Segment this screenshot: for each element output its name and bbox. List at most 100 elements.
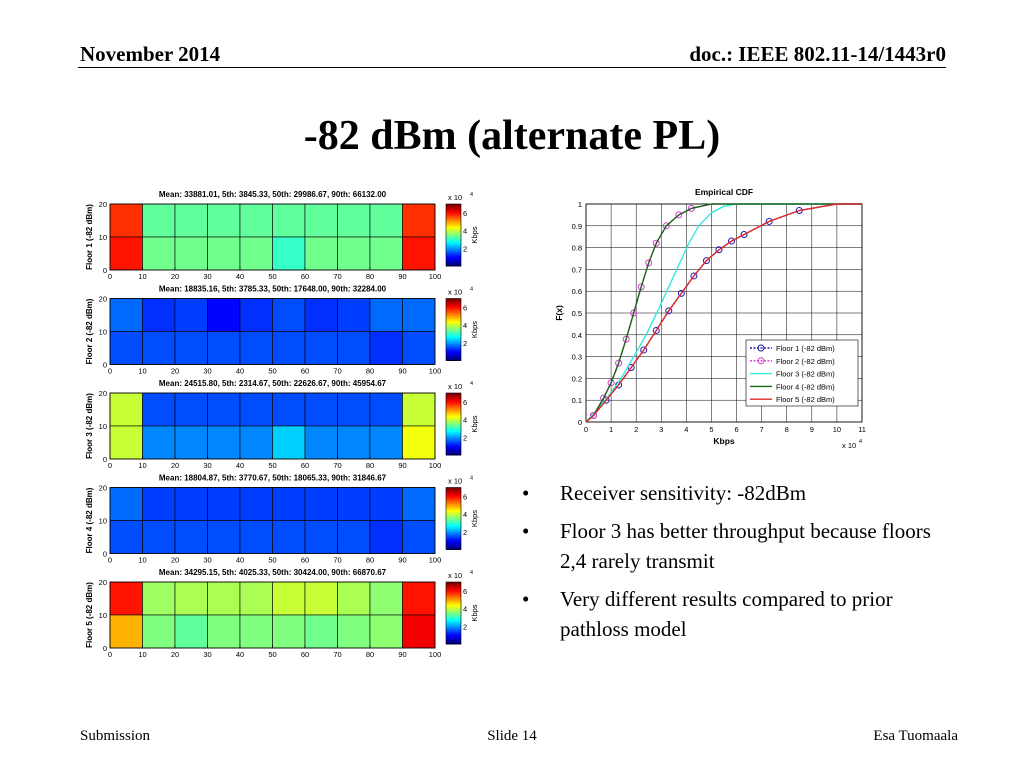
colorbar-band [446, 430, 461, 433]
x-tick-label: 40 [236, 461, 244, 470]
colorbar-band [446, 604, 461, 608]
x-tick-label: 30 [203, 650, 211, 659]
colorbar-band [446, 319, 461, 322]
colorbar-band [446, 243, 461, 246]
document-id: doc.: IEEE 802.11-14/1443r0 [689, 42, 946, 66]
colorbar-band [446, 302, 461, 306]
colorbar-band [446, 625, 461, 628]
footer-author: Esa Tuomaala [873, 728, 958, 744]
x-tick-label: 90 [398, 367, 406, 376]
colorbar-band [446, 530, 461, 534]
floor-heatmaps: Mean: 33881.01, 5th: 3845.33, 50th: 2998… [85, 190, 479, 659]
colorbar-band [446, 232, 461, 236]
colorbar-scale: x 10 [448, 571, 462, 580]
colorbar-band [446, 329, 461, 333]
bullet-dot-icon: • [522, 481, 530, 505]
colorbar-band [446, 543, 461, 546]
cdf-series-marker [662, 222, 670, 230]
cdf-xlabel: Kbps [713, 436, 735, 446]
x-tick-label: 7 [760, 425, 764, 434]
colorbar-band [446, 499, 461, 503]
colorbar-band [446, 257, 461, 261]
colorbar-tick-label: 4 [463, 416, 467, 425]
y-tick-label: 0 [103, 644, 107, 653]
colorbar-band [446, 356, 461, 359]
heatmap-cell [142, 614, 176, 649]
heatmap-cell [174, 203, 208, 238]
legend-label: Floor 4 (-82 dBm) [776, 382, 835, 391]
heatmap-cell [142, 487, 176, 521]
colorbar-band [446, 399, 461, 402]
colorbar-band [446, 346, 461, 349]
colorbar-band [446, 524, 461, 528]
heatmap-cell [369, 425, 403, 460]
heatmap-cell [369, 520, 403, 554]
heatmap-floor-3: Mean: 24515.80, 5th: 2314.67, 50th: 2262… [85, 379, 479, 470]
colorbar-band [446, 263, 461, 267]
colorbar-band [446, 487, 461, 491]
x-tick-label: 0 [108, 556, 112, 565]
cdf-ylabel: F(x) [554, 305, 564, 321]
heatmap-cell [239, 487, 273, 521]
colorbar-band [446, 440, 461, 444]
x-tick-label: 80 [366, 367, 374, 376]
header-rule [78, 67, 946, 68]
x-tick-label: 10 [138, 367, 146, 376]
heatmap-cell [272, 520, 306, 554]
colorbar-frame [445, 392, 462, 456]
heatmap-cell [174, 520, 208, 554]
colorbar-frame [445, 581, 462, 645]
colorbar-tick-label: 4 [463, 227, 467, 236]
y-tick-label: 20 [99, 484, 107, 493]
y-tick-label: 20 [99, 389, 107, 398]
colorbar-band [446, 495, 461, 499]
colorbar-band [446, 235, 461, 238]
colorbar-band [446, 535, 461, 538]
y-tick-label: 0 [103, 455, 107, 464]
colorbar-band [446, 251, 461, 255]
heatmap-cell [207, 203, 241, 238]
colorbar-band [446, 506, 461, 509]
y-tick-label: 0.2 [572, 374, 582, 383]
heatmap-cell [369, 487, 403, 521]
heatmap-cell [207, 520, 241, 554]
x-tick-label: 100 [429, 650, 442, 659]
heatmap-cell [304, 581, 338, 616]
colorbar-band [446, 629, 461, 633]
x-tick-label: 4 [684, 425, 688, 434]
heatmap-cell [142, 425, 176, 460]
bullet-dot-icon: • [522, 519, 530, 543]
heatmap-cell [207, 487, 241, 521]
x-tick-label: 50 [268, 272, 276, 281]
colorbar-band [446, 415, 461, 419]
x-tick-label: 50 [268, 461, 276, 470]
colorbar-band [446, 308, 461, 312]
heatmap-cell [207, 392, 241, 427]
colorbar-band [446, 327, 461, 330]
heatmap-cell [272, 236, 306, 271]
heatmap-cell [109, 203, 143, 238]
colorbar-band [446, 401, 461, 404]
heatmap-cell [402, 614, 436, 649]
heatmap-cell [109, 236, 143, 271]
y-tick-label: 20 [99, 200, 107, 209]
heatmap-cell [304, 487, 338, 521]
y-tick-label: 0 [103, 266, 107, 275]
cdf-series-line-5 [585, 203, 862, 423]
heatmap-floor-1: Mean: 33881.01, 5th: 3845.33, 50th: 2998… [85, 190, 479, 281]
colorbar-band [446, 395, 461, 398]
heatmap-cell [207, 425, 241, 460]
colorbar-band [446, 210, 461, 213]
colorbar-band [446, 226, 461, 230]
x-tick-label: 10 [138, 461, 146, 470]
colorbar-band [446, 631, 461, 635]
heatmap-cell [272, 425, 306, 460]
colorbar-label: Kbps [470, 321, 479, 338]
colorbar-tick-label: 4 [463, 510, 467, 519]
colorbar-scale-exponent: 4 [470, 192, 473, 198]
colorbar-band [446, 317, 461, 320]
x-tick-label: 10 [138, 272, 146, 281]
colorbar-label: Kbps [470, 226, 479, 243]
colorbar-band [446, 216, 461, 219]
